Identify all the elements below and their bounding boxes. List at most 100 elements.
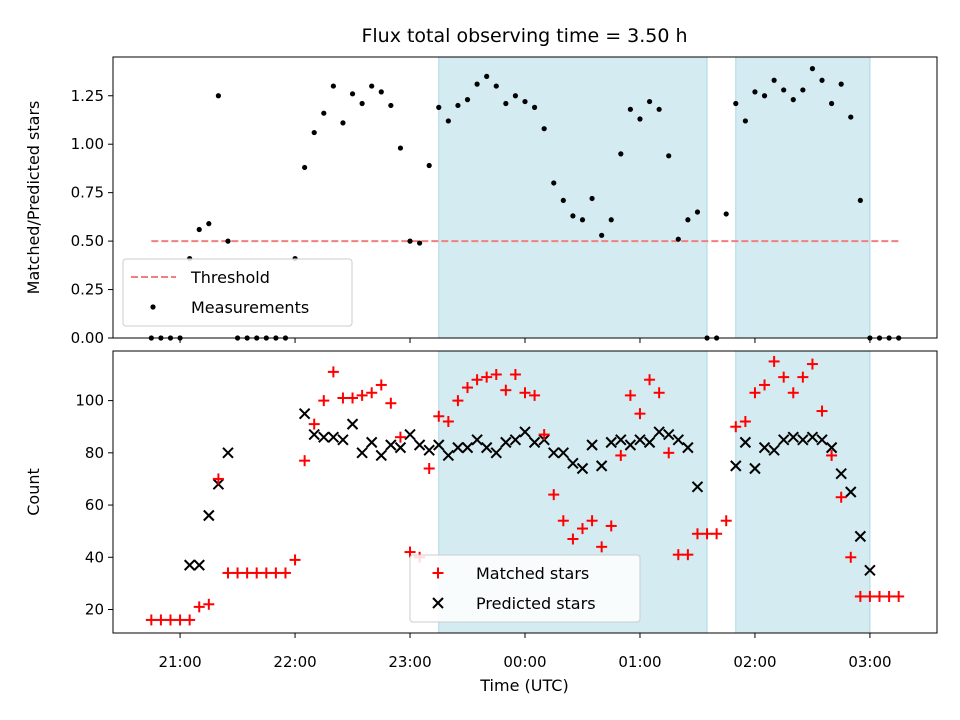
measurement-point	[646, 98, 653, 105]
bottom-y-tick-label: 100	[75, 392, 104, 410]
matched-star-point	[826, 449, 838, 461]
matched-star-point	[203, 598, 215, 610]
matched-star-point	[270, 567, 282, 579]
predicted-star-point	[777, 434, 790, 446]
predicted-star-point	[394, 441, 407, 454]
matched-star-point	[366, 387, 378, 399]
predicted-star-point	[356, 447, 368, 459]
measurement-point	[522, 98, 528, 105]
measurement-point	[206, 221, 212, 227]
measurement-point	[493, 83, 499, 89]
predicted-star-point	[509, 434, 522, 446]
top-legend: Threshold Measurements	[122, 258, 353, 327]
bottom-y-tick-label: 40	[85, 548, 104, 566]
measurement-point	[417, 240, 423, 246]
chart-title: Flux total observing time = 3.50 h	[361, 25, 687, 47]
predicted-star-point	[835, 468, 847, 480]
measurement-point	[829, 100, 835, 107]
measurement-point	[340, 120, 346, 126]
matched-star-point	[557, 515, 569, 527]
matched-star-point	[481, 371, 493, 383]
measurement-point	[407, 238, 413, 244]
measurement-point	[733, 100, 739, 107]
predicted-star-point	[480, 441, 493, 454]
predicted-star-point	[375, 449, 387, 462]
measurement-point	[742, 118, 748, 124]
predicted-star-point	[624, 439, 637, 451]
predicted-star-point	[461, 441, 474, 454]
measurement-point	[857, 197, 863, 204]
matched-star-point	[624, 389, 636, 401]
predicted-star-point	[758, 441, 771, 454]
matched-star-point	[787, 387, 799, 399]
measurement-point	[311, 129, 317, 136]
predicted-star-point	[442, 449, 455, 462]
x-tick-label: 01:00	[618, 653, 661, 671]
matched-star-point	[347, 392, 359, 404]
matched-star-point	[596, 541, 608, 553]
matched-star-point	[462, 382, 474, 394]
matched-star-point	[730, 421, 742, 433]
predicted-star-point	[672, 434, 685, 446]
measurement-point	[656, 106, 662, 112]
matched-star-point	[835, 491, 847, 503]
measurement-point	[388, 102, 394, 109]
measurement-point	[790, 97, 796, 103]
matched-star-point	[490, 369, 502, 380]
matched-star-point	[279, 567, 291, 579]
predicted-star-point	[787, 431, 799, 443]
matched-star-point	[193, 601, 205, 613]
bottom-y-tick-label: 80	[85, 444, 104, 462]
predicted-star-point	[682, 441, 694, 454]
matched-star-point	[471, 374, 483, 386]
matched-star-point	[874, 590, 886, 602]
predicted-star-point	[404, 428, 416, 441]
predicted-star-point	[768, 444, 780, 456]
measurement-point	[761, 93, 768, 99]
matched-star-point	[155, 614, 167, 626]
matched-star-point	[883, 590, 895, 602]
predicted-star-point	[739, 436, 752, 449]
predicted-star-point	[318, 431, 330, 443]
predicted-star-point	[586, 439, 598, 451]
matched-star-point	[720, 515, 732, 527]
x-tick-label: 03:00	[848, 653, 891, 671]
matched-star-point	[327, 366, 339, 378]
predicted-star-point	[806, 431, 819, 443]
measurement-point	[225, 238, 231, 244]
matched-star-point	[356, 389, 368, 401]
top-legend-box	[122, 258, 353, 327]
predicted-star-point	[605, 436, 617, 449]
predicted-star-point	[864, 564, 876, 577]
measurement-point	[723, 211, 729, 217]
top-y-tick-label: 0.75	[71, 184, 104, 202]
measurement-point	[800, 87, 806, 93]
measurement-point	[302, 164, 308, 171]
measurement-point	[369, 83, 375, 89]
predicted-star-point	[615, 434, 627, 446]
measurement-point	[512, 93, 519, 99]
measurement-point	[349, 91, 356, 97]
predicted-star-point	[452, 441, 464, 454]
matched-star-point	[634, 408, 646, 420]
measurement-point	[838, 81, 844, 87]
measurement-point	[445, 118, 451, 124]
measurement-point	[455, 102, 461, 109]
legend-measurements-swatch	[150, 304, 156, 310]
predicted-star-point	[845, 486, 857, 498]
top-y-tick-label: 1.00	[71, 135, 104, 153]
matched-star-point	[222, 567, 234, 579]
bottom-legend-box	[409, 554, 641, 623]
measurement-point	[541, 126, 547, 132]
predicted-star-point	[327, 431, 340, 443]
matched-star-point	[816, 405, 828, 417]
predicted-star-point	[519, 426, 531, 438]
predicted-star-point	[433, 439, 445, 451]
measurement-point	[196, 226, 202, 233]
matched-star-point	[318, 395, 330, 407]
measurement-point	[819, 77, 825, 83]
measurement-point	[637, 116, 643, 122]
matched-star-point	[289, 554, 301, 566]
measurement-point	[579, 217, 586, 223]
